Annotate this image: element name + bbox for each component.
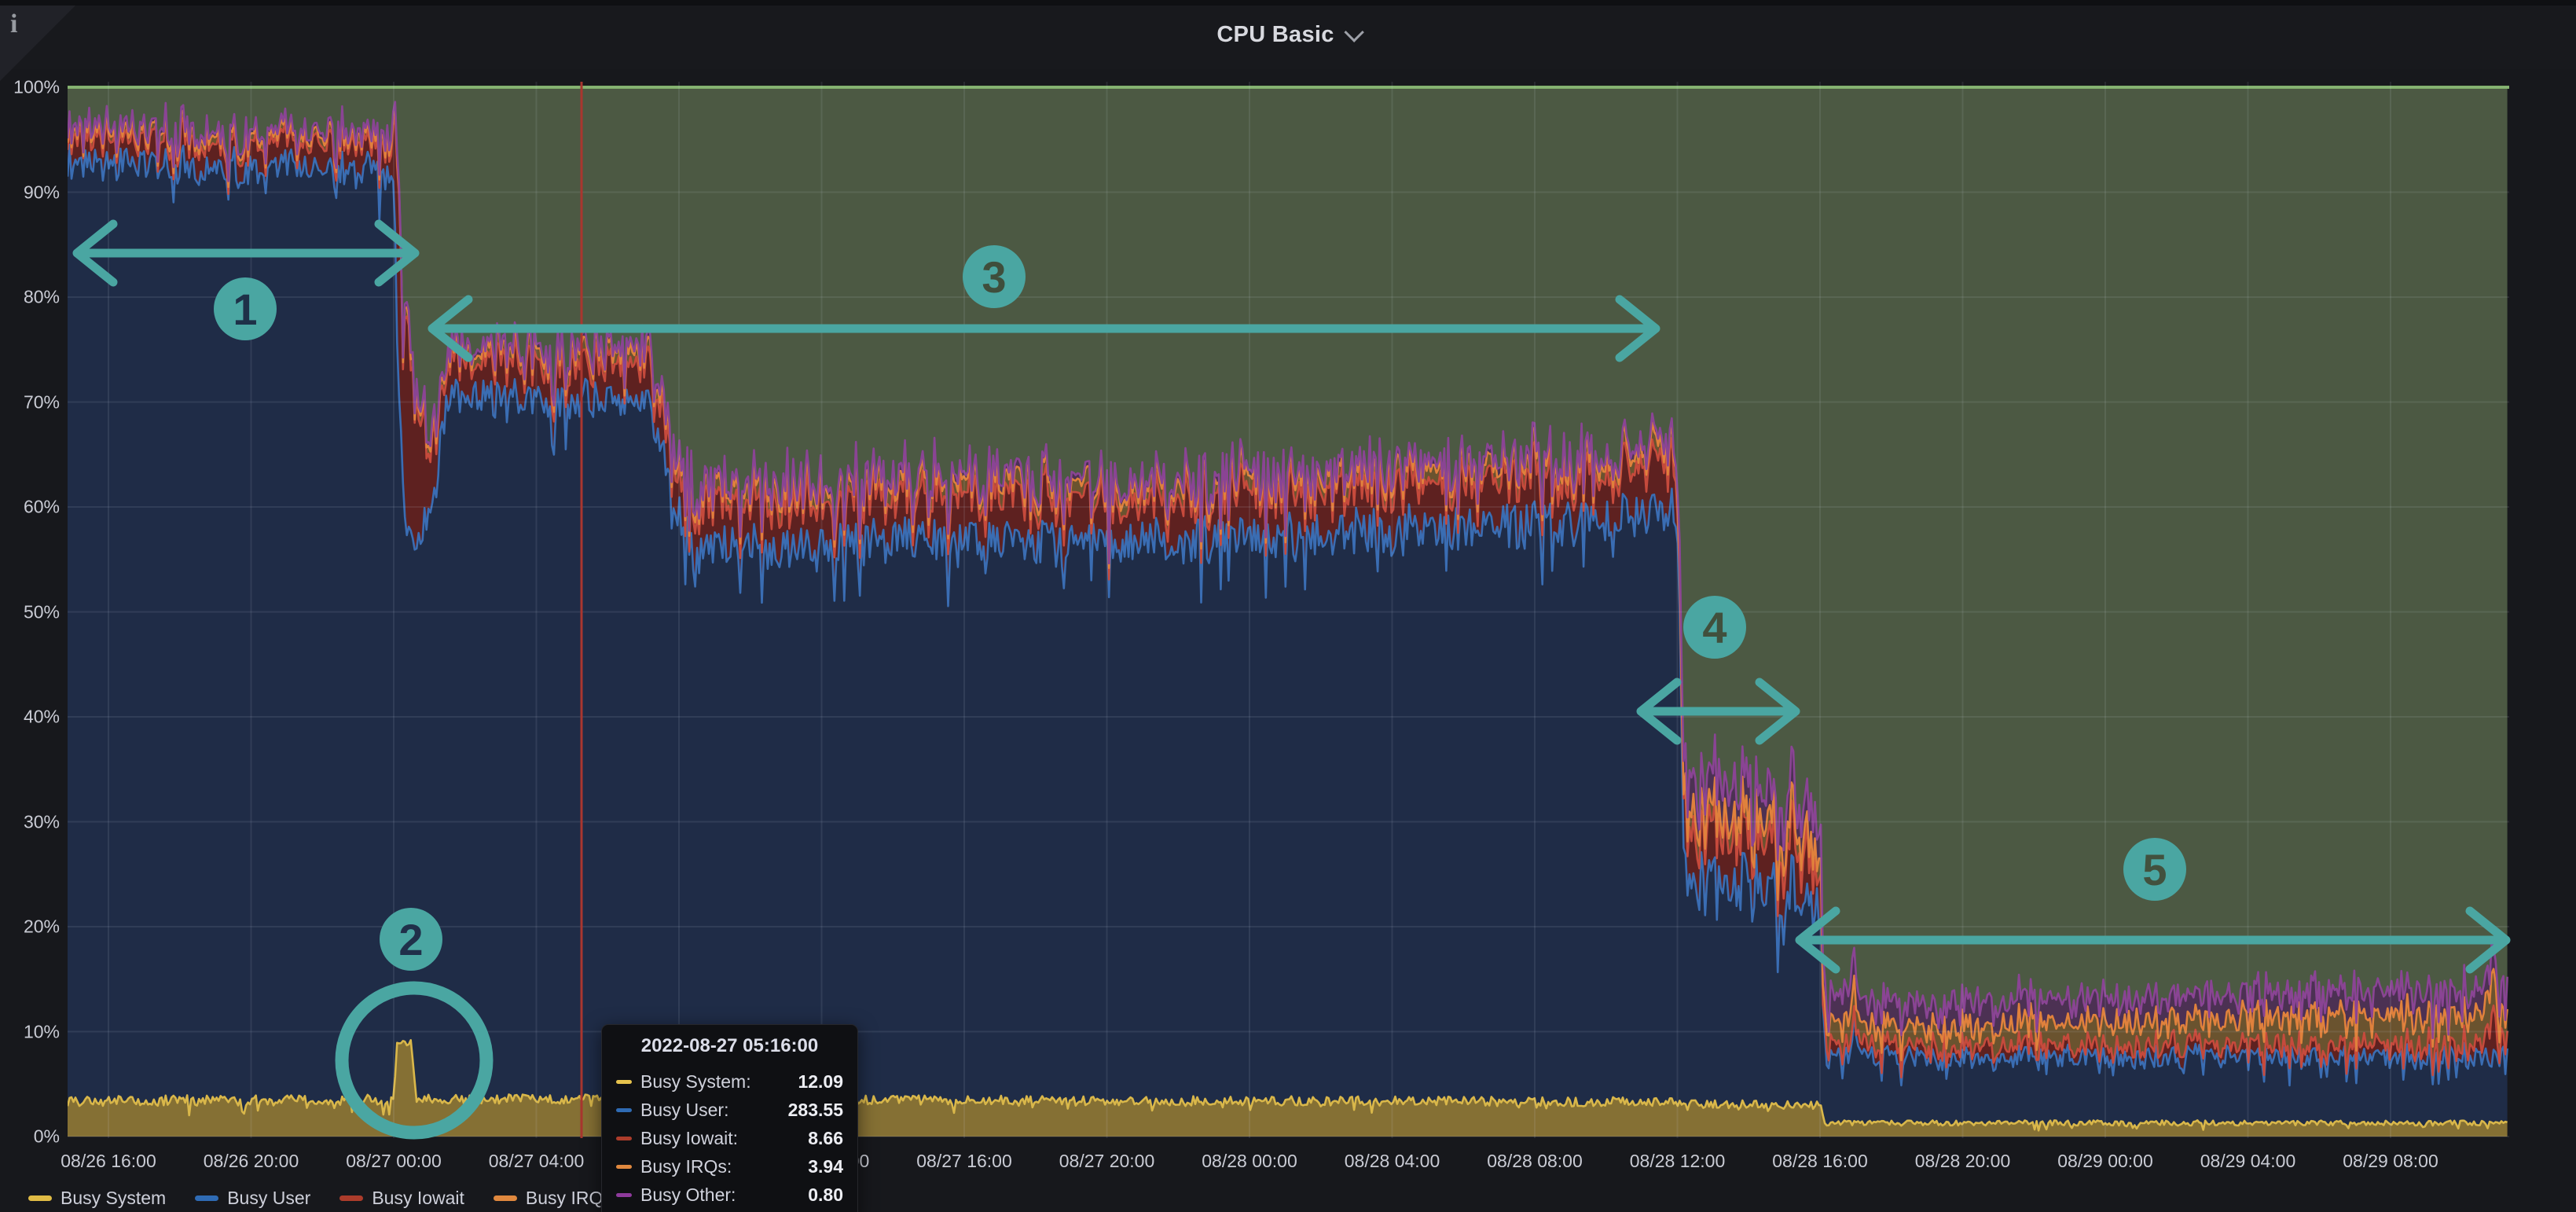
legend-series-label: Busy System	[61, 1188, 166, 1209]
x-tick-label: 08/28 16:00	[1772, 1151, 1868, 1172]
x-tick-label: 08/29 08:00	[2343, 1151, 2438, 1172]
x-tick-label: 08/28 20:00	[1915, 1151, 2011, 1172]
chart-tooltip: 2022-08-27 05:16:00 Busy System:12.09Bus…	[601, 1024, 858, 1212]
tooltip-series-dash	[616, 1108, 632, 1112]
tooltip-series-label: Busy User:	[640, 1100, 788, 1121]
y-tick-label: 90%	[24, 182, 60, 203]
tooltip-series-value: 0.80	[808, 1184, 843, 1206]
legend-series-dash	[28, 1195, 52, 1201]
tooltip-series-label: Busy System:	[640, 1071, 798, 1093]
y-tick-label: 80%	[24, 287, 60, 308]
x-tick-label: 08/28 00:00	[1202, 1151, 1297, 1172]
y-tick-label: 10%	[24, 1021, 60, 1042]
y-tick-label: 0%	[34, 1126, 60, 1148]
tooltip-row: Busy System:12.09	[616, 1067, 843, 1096]
legend-series-label: Busy IRQs	[526, 1188, 612, 1209]
tooltip-series-value: 8.66	[808, 1128, 843, 1149]
y-tick-label: 40%	[24, 707, 60, 728]
y-tick-label: 20%	[24, 916, 60, 938]
tooltip-series-dash	[616, 1137, 632, 1140]
legend-series-dash	[195, 1195, 218, 1201]
legend-item-busy-system[interactable]: Busy System	[28, 1188, 166, 1209]
y-tick-label: 60%	[24, 497, 60, 518]
annotation-number-5: 5	[2142, 845, 2167, 894]
tooltip-timestamp: 2022-08-27 05:16:00	[616, 1035, 843, 1057]
cpu-usage-chart[interactable]: 1 3 4 5 2	[0, 0, 2576, 1212]
tooltip-series-value: 3.94	[808, 1156, 843, 1177]
y-tick-label: 50%	[24, 601, 60, 623]
legend-item-busy-irqs[interactable]: Busy IRQs	[494, 1188, 612, 1209]
tooltip-series-dash	[616, 1193, 632, 1197]
tooltip-series-dash	[616, 1165, 632, 1169]
tooltip-series-value: 12.09	[798, 1071, 843, 1093]
grafana-panel: CPU Basic i 13452 100%90%80%70%60%50%40%…	[0, 0, 2576, 1212]
x-tick-label: 08/28 08:00	[1487, 1151, 1583, 1172]
x-tick-label: 08/29 04:00	[2200, 1151, 2296, 1172]
legend-series-label: Busy User	[227, 1188, 310, 1209]
x-tick-label: 08/28 04:00	[1345, 1151, 1440, 1172]
legend: Busy System Busy User Busy Iowait Busy IRQs	[28, 1188, 612, 1209]
annotation-number-4: 4	[1702, 603, 1727, 652]
legend-series-dash	[494, 1195, 517, 1201]
x-tick-label: 08/26 16:00	[61, 1151, 156, 1172]
annotation-number-3: 3	[982, 252, 1006, 302]
tooltip-row: Busy Other:0.80	[616, 1181, 843, 1209]
x-tick-label: 08/26 20:00	[204, 1151, 299, 1172]
tooltip-series-value: 283.55	[788, 1100, 843, 1121]
annotation-number-1: 1	[233, 285, 257, 334]
x-tick-label: 08/27 00:00	[346, 1151, 442, 1172]
tooltip-series-label: Busy Other:	[640, 1184, 808, 1206]
legend-item-busy-user[interactable]: Busy User	[195, 1188, 310, 1209]
x-tick-label: 08/29 00:00	[2057, 1151, 2153, 1172]
tooltip-row: Busy Iowait:8.66	[616, 1124, 843, 1152]
legend-series-dash	[339, 1195, 363, 1201]
legend-series-label: Busy Iowait	[372, 1188, 464, 1209]
x-tick-label: 08/27 20:00	[1059, 1151, 1155, 1172]
legend-item-busy-iowait[interactable]: Busy Iowait	[339, 1188, 464, 1209]
tooltip-series-label: Busy IRQs:	[640, 1156, 808, 1177]
tooltip-row: Busy IRQs:3.94	[616, 1152, 843, 1181]
y-tick-label: 30%	[24, 811, 60, 832]
tooltip-row: Busy User:283.55	[616, 1096, 843, 1124]
x-tick-label: 08/27 04:00	[489, 1151, 585, 1172]
x-tick-label: 08/28 12:00	[1630, 1151, 1726, 1172]
tooltip-series-label: Busy Iowait:	[640, 1128, 808, 1149]
y-tick-label: 70%	[24, 391, 60, 413]
annotation-number-2: 2	[398, 915, 423, 964]
tooltip-series-dash	[616, 1080, 632, 1084]
y-tick-label: 100%	[13, 77, 60, 98]
x-tick-label: 08/27 16:00	[916, 1151, 1012, 1172]
